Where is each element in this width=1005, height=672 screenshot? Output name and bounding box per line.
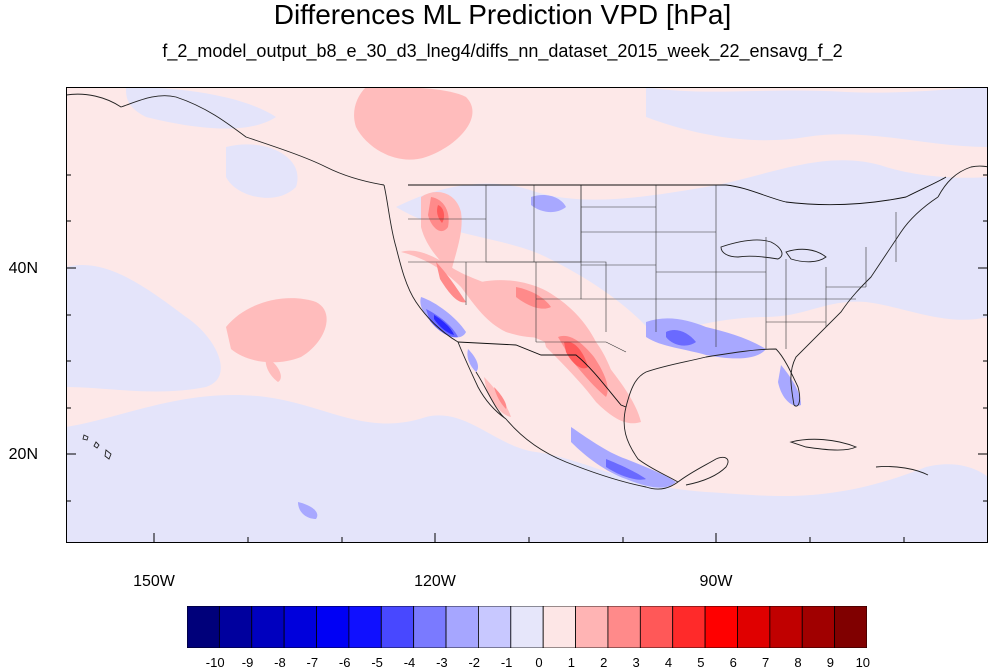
lon-label-90w: 90W — [699, 573, 733, 590]
colorbar-tick-label: -9 — [241, 655, 254, 670]
colorbar-tick-label: 7 — [762, 655, 770, 670]
colorbar-swatch — [316, 606, 350, 648]
colorbar-tick-label: 0 — [535, 655, 543, 670]
colorbar-tick-label: -3 — [436, 655, 448, 670]
colorbar-swatch — [801, 606, 836, 648]
coastlines — [66, 93, 988, 490]
colorbar-swatch — [672, 606, 706, 648]
colorbar-swatch — [348, 606, 382, 648]
colorbar-tick-label: -2 — [468, 655, 481, 670]
lon-label-150w: 150W — [133, 573, 175, 590]
colorbar-swatch — [478, 606, 512, 648]
national-borders — [408, 176, 947, 408]
colorbar-swatch — [218, 606, 253, 648]
negative-medium-regions — [298, 195, 801, 519]
colorbar-tick-label: 1 — [567, 655, 575, 670]
colorbar-swatch — [413, 606, 447, 648]
state-borders — [408, 184, 897, 353]
colorbar-tick-label: -6 — [338, 655, 351, 670]
colorbar — [187, 606, 867, 648]
colorbar-tick-label: -7 — [306, 655, 319, 670]
colorbar-swatch — [575, 606, 609, 648]
colorbar-swatch — [283, 606, 317, 648]
lon-label-120w: 120W — [414, 573, 456, 590]
colorbar-swatch — [639, 606, 674, 648]
lat-label-40n: 40N — [8, 260, 38, 277]
colorbar-tick-label: 5 — [697, 655, 705, 670]
negative-peak-region — [434, 315, 454, 335]
map-subtitle: f_2_model_output_b8_e_30_d3_lneg4/diffs_… — [162, 41, 843, 61]
map-panel — [66, 87, 988, 543]
colorbar-swatch — [834, 606, 867, 648]
colorbar-tick-label: -1 — [500, 655, 513, 670]
colorbar-swatch — [737, 606, 771, 648]
colorbar-tick-label: -4 — [403, 655, 416, 670]
map-title: Differences ML Prediction VPD [hPa] — [273, 0, 732, 30]
colorbar-swatch — [380, 606, 415, 648]
colorbar-tick-label: -10 — [205, 655, 225, 670]
vpd-difference-map — [66, 87, 988, 543]
colorbar-swatch — [510, 606, 544, 648]
colorbar-tick-label: 8 — [794, 655, 802, 670]
colorbar-tick-label: 10 — [855, 655, 871, 670]
colorbar-tick-label: -8 — [274, 655, 286, 670]
colorbar-swatch — [607, 606, 641, 648]
colorbar-tick-label: -5 — [371, 655, 383, 670]
colorbar-swatch — [769, 606, 803, 648]
map-frame — [66, 87, 988, 543]
colorbar-swatch — [187, 606, 220, 648]
colorbar-tick-label: 4 — [664, 655, 673, 670]
colorbar-swatch — [251, 606, 285, 648]
colorbar-tick-label: 2 — [600, 655, 608, 670]
colorbar-tick-label: 3 — [632, 655, 640, 670]
lat-label-20n: 20N — [8, 446, 38, 463]
colorbar-swatch — [445, 606, 479, 648]
colorbar-tick-label: 6 — [729, 655, 737, 670]
colorbar-swatch — [542, 606, 576, 648]
colorbar-tick-label: 9 — [826, 655, 835, 670]
colorbar-swatch — [704, 606, 738, 648]
